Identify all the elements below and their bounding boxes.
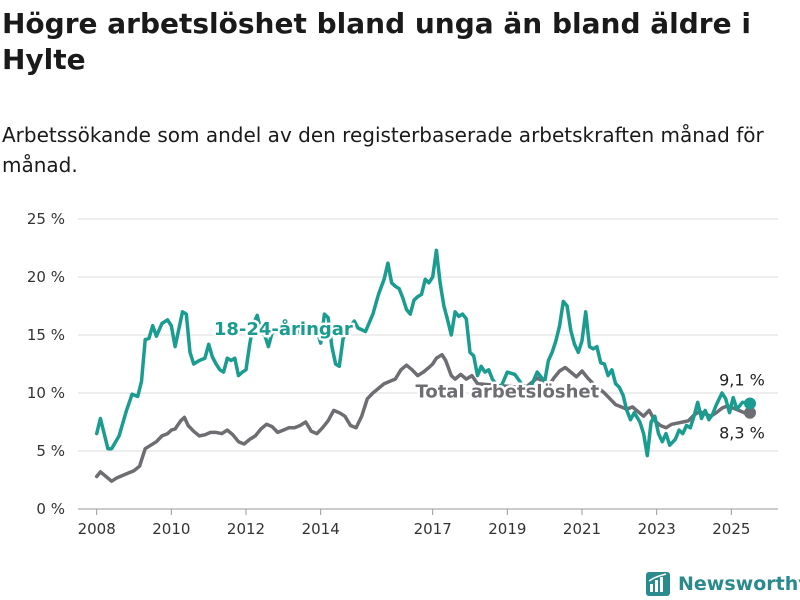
x-tick-label: 2025 xyxy=(712,520,750,538)
series-end-point-1 xyxy=(744,406,756,419)
series-end-point-0 xyxy=(744,397,756,410)
end-value-label-youth: 9,1 % xyxy=(719,370,765,389)
y-tick-label: 10 % xyxy=(27,384,65,402)
y-tick-label: 0 % xyxy=(36,500,65,518)
newsworthy-logo-icon xyxy=(646,572,670,596)
y-axis: 0 % 5 % 10 % 15 % 20 % 25 % xyxy=(27,210,65,518)
x-tick-label: 2023 xyxy=(638,520,676,538)
series-labels: 18-24-åringar Total arbetslöshet 9,1 % 8,3 … xyxy=(211,316,765,443)
grid-lines xyxy=(78,218,778,510)
x-tick-label: 2014 xyxy=(302,520,340,538)
y-tick-label: 5 % xyxy=(36,442,65,460)
series-annotation-0: 18-24-åringar xyxy=(214,318,353,340)
x-tick-label: 2008 xyxy=(78,520,116,538)
x-tick-label: 2021 xyxy=(563,520,601,538)
y-tick-label: 15 % xyxy=(27,326,65,344)
x-tick-label: 2012 xyxy=(227,520,265,538)
series-lines xyxy=(94,248,756,483)
x-axis: 2008 2010 2012 2014 2017 2019 2021 2023 2025 xyxy=(78,509,750,538)
x-tick-label: 2019 xyxy=(488,520,526,538)
x-tick-label: 2010 xyxy=(152,520,190,538)
series-line-1 xyxy=(94,352,752,483)
x-tick-label: 2017 xyxy=(414,520,452,538)
series-line-0 xyxy=(94,248,752,458)
y-tick-label: 20 % xyxy=(27,268,65,286)
end-value-label-total: 8,3 % xyxy=(719,424,765,443)
series-annotation-1: Total arbetslöshet xyxy=(415,382,599,403)
newsworthy-logo-text: Newsworthy xyxy=(678,573,800,595)
y-tick-label: 25 % xyxy=(27,210,65,228)
newsworthy-logo: Newsworthy xyxy=(646,570,800,598)
page-subtitle: Arbetssökande som andel av den registerb… xyxy=(2,123,764,177)
page-title: Högre arbetslöshet bland unga än bland ä… xyxy=(2,7,751,76)
